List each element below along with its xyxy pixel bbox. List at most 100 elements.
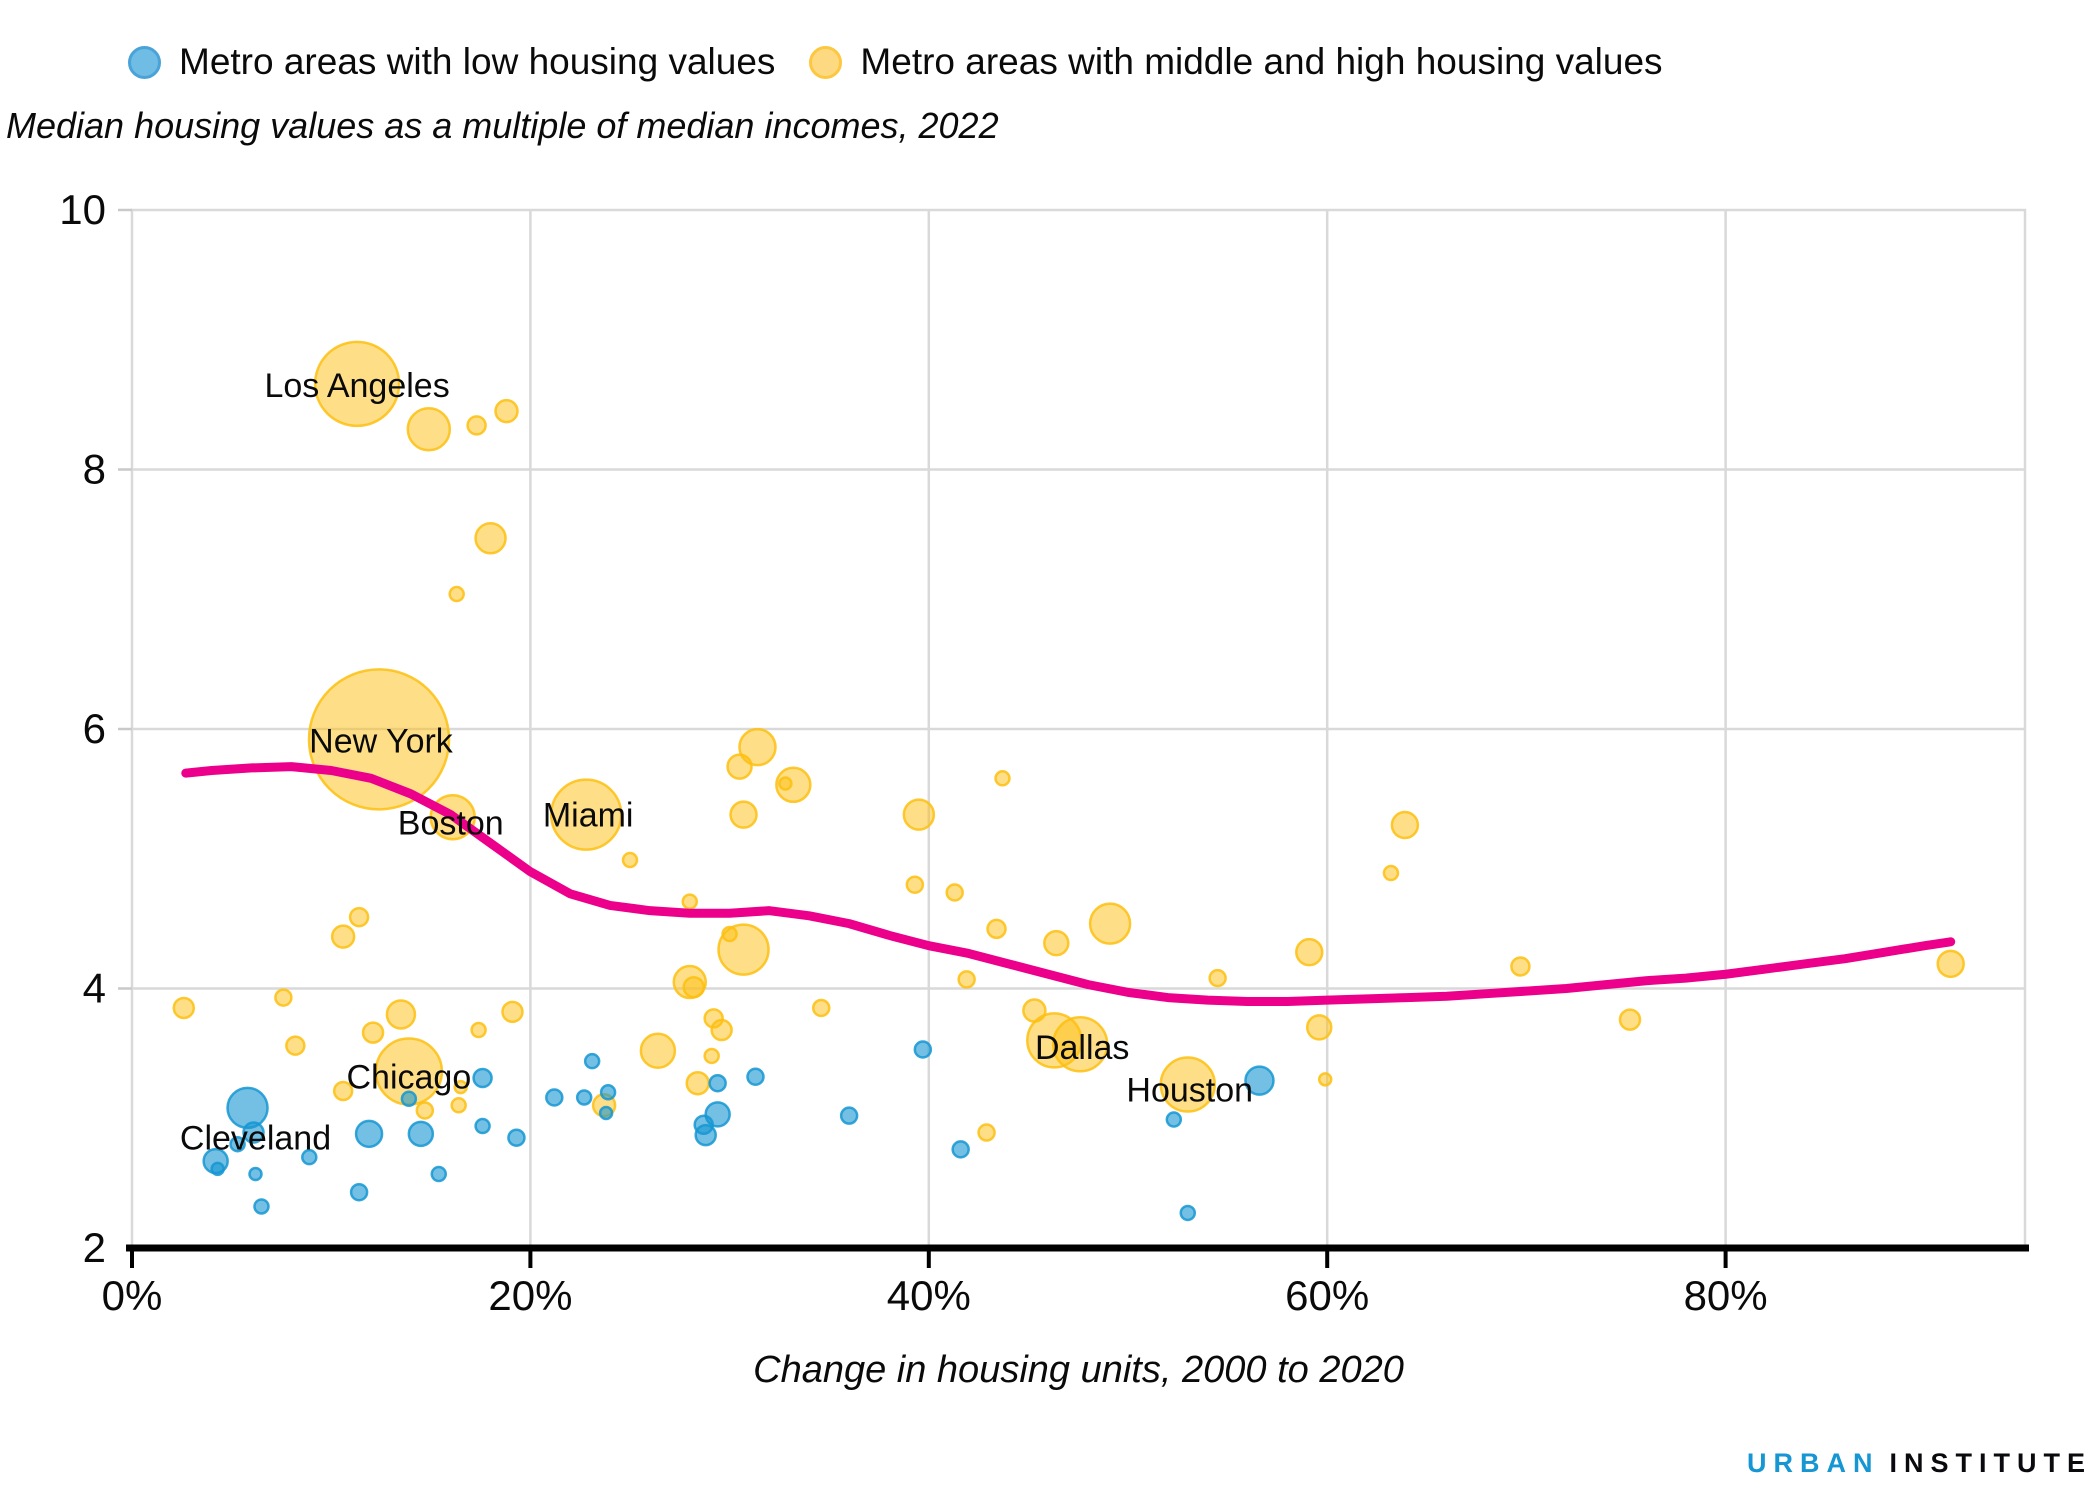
bubble-middle-high [470, 1021, 487, 1039]
bubble-middle-high [313, 340, 401, 428]
bubble-middle-high [1043, 929, 1070, 957]
logo-urban: URBAN [1747, 1448, 1880, 1478]
x-tick-label: 40% [887, 1272, 971, 1319]
bubble-middle-high [361, 1021, 385, 1044]
bubble-low [839, 1106, 859, 1125]
city-label: Boston [398, 804, 504, 842]
bubble-low [253, 1198, 270, 1215]
bubble-low [301, 1148, 318, 1166]
y-tick-label: 4 [83, 965, 106, 1012]
y-tick-label: 2 [83, 1224, 106, 1271]
bubble-low [746, 1067, 765, 1086]
bubble-middle-high [738, 727, 777, 767]
trend-line [181, 762, 1956, 1006]
city-label: New York [309, 723, 454, 761]
bubble-middle-high [1159, 1056, 1217, 1113]
bubble-middle-high [450, 1097, 467, 1114]
bubble-middle-high [494, 398, 519, 424]
legend-label-middle-high: Metro areas with middle and high housing… [860, 41, 1663, 82]
bubble-low [354, 1119, 384, 1149]
bubble-middle-high [685, 1070, 710, 1096]
bubble-middle-high [1618, 1008, 1642, 1031]
x-tick-label: 60% [1285, 1272, 1369, 1319]
city-label: Dallas [1035, 1029, 1129, 1067]
y-tick-label: 6 [83, 705, 106, 752]
city-label: Los Angeles [264, 367, 449, 405]
bubble-middle-high [415, 1101, 435, 1120]
urban-institute-logo: URBAN INSTITUTE [1747, 1448, 2092, 1479]
x-axis-title: Change in housing units, 2000 to 2020 [753, 1349, 1404, 1391]
bubble-middle-high [778, 776, 793, 791]
logo-institute: INSTITUTE [1889, 1448, 2092, 1478]
bubble-low [210, 1161, 225, 1177]
x-tick-label: 80% [1684, 1272, 1768, 1319]
bubble-middle-high [406, 407, 452, 452]
bubble-middle-high [994, 770, 1011, 787]
bubble-middle-high [549, 778, 623, 851]
legend-item-middle-high: Metro areas with middle and high housing… [809, 36, 1663, 88]
bubble-middle-high [710, 1018, 733, 1042]
bubble-middle-high [703, 1047, 720, 1065]
bubble-low [400, 1090, 418, 1108]
bubble-low [583, 1052, 601, 1070]
y-tick-label: 8 [83, 446, 106, 493]
bubble-low [1179, 1204, 1197, 1222]
bubble-middle-high [1390, 810, 1420, 840]
bubble-low [349, 1182, 369, 1202]
legend-marker-middle-high-icon [809, 45, 843, 79]
bubble-middle-high [448, 585, 465, 603]
bubble-low [472, 1067, 493, 1089]
bubble-low [694, 1123, 717, 1147]
legend-item-low: Metro areas with low housing values [128, 36, 775, 88]
bubble-low [599, 1084, 617, 1101]
bubble-middle-high [726, 753, 753, 780]
bubble-middle-high [466, 415, 487, 436]
bubble-middle-high [274, 988, 293, 1007]
chart-legend: Metro areas with low housing values Metr… [128, 36, 1663, 88]
bubble-middle-high [945, 883, 964, 902]
bubble-middle-high [902, 798, 936, 831]
x-tick-label: 0% [102, 1272, 163, 1319]
bubble-low [1165, 1111, 1183, 1128]
city-label: Miami [543, 797, 634, 835]
legend-marker-low-icon [128, 45, 161, 79]
x-tick-label: 20% [488, 1272, 572, 1319]
bubble-middle-high [977, 1123, 996, 1142]
bubble-low [407, 1120, 435, 1148]
bubble-low [474, 1117, 491, 1135]
bubble-middle-high [1317, 1072, 1333, 1087]
bubble-low [545, 1088, 564, 1107]
bubble-middle-high [1208, 968, 1227, 988]
chart-subtitle: Median housing values as a multiple of m… [6, 105, 999, 146]
bubble-low [598, 1105, 614, 1121]
legend-label-low: Metro areas with low housing values [179, 41, 776, 82]
city-label: Chicago [347, 1059, 472, 1097]
bubble-middle-high [682, 975, 705, 999]
bubble-low [951, 1140, 970, 1159]
bubble-middle-high [811, 998, 831, 1018]
bubble-middle-high [1510, 956, 1531, 977]
bubble-low [913, 1040, 933, 1059]
bubble-middle-high [1088, 902, 1132, 945]
bubble-middle-high [348, 906, 370, 928]
bubble-low [242, 1121, 265, 1144]
bubble-middle-high [285, 1035, 306, 1056]
bubble-middle-high [172, 996, 196, 1020]
bubble-low [229, 1135, 246, 1153]
bubble-low [708, 1073, 727, 1093]
bubble-middle-high [332, 1080, 354, 1102]
bubble-middle-high [501, 1000, 524, 1024]
city-label: Houston [1126, 1072, 1253, 1110]
bubble-middle-high [1936, 949, 1965, 979]
bubble-middle-high [639, 1032, 677, 1070]
bubble-middle-high [474, 522, 507, 555]
bubble-middle-high [1305, 1014, 1333, 1041]
bubble-low [1244, 1065, 1275, 1096]
bubble-middle-high [1382, 864, 1400, 882]
bubble-low [248, 1166, 263, 1182]
bubble-middle-high [330, 924, 356, 949]
bubble-low [575, 1089, 593, 1106]
bubble-middle-high [385, 999, 417, 1030]
